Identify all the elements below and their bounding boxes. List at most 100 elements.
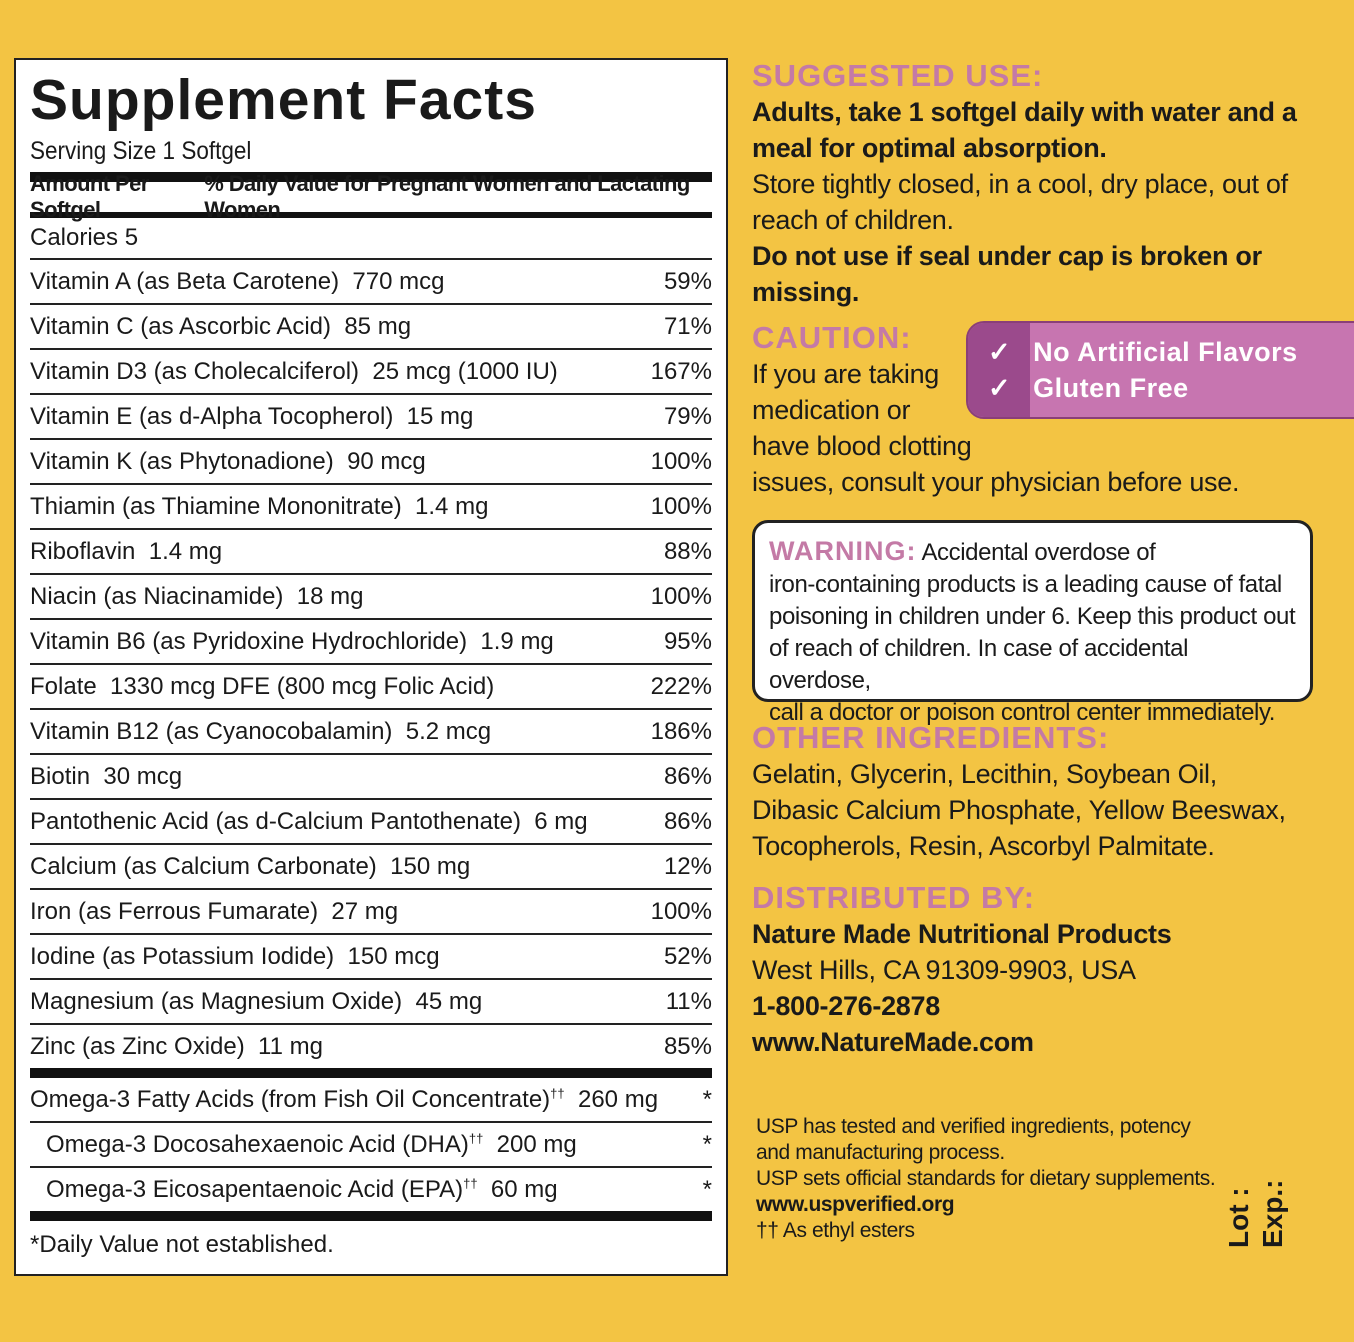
dv-header: % Daily Value for Pregnant Women and Lac… — [204, 171, 690, 222]
text: missing. — [752, 277, 860, 307]
nutrient-name: Omega-3 Eicosapentaenoic Acid (EPA)†† 60… — [30, 1176, 558, 1204]
nutrient-name: Thiamin (as Thiamine Mononitrate) 1.4 mg — [30, 492, 489, 520]
divider — [30, 1211, 712, 1221]
nutrient-name: Omega-3 Fatty Acids (from Fish Oil Conce… — [30, 1086, 658, 1114]
daily-value: 100% — [650, 897, 712, 925]
nutrient-row: Niacin (as Niacinamide) 18 mg 100% — [30, 575, 712, 620]
nutrient-row: Zinc (as Zinc Oxide) 11 mg 85% — [30, 1025, 712, 1070]
badge-stripe — [968, 323, 1030, 417]
daily-value: 100% — [650, 582, 712, 610]
text: call a doctor or poison control center i… — [769, 699, 1276, 726]
text: issues, consult your physician before us… — [752, 467, 1240, 497]
claim: Gluten Free — [1033, 373, 1189, 403]
nutrient-name: Calcium (as Calcium Carbonate) 150 mg — [30, 852, 471, 880]
text: Dibasic Calcium Phosphate, Yellow Beeswa… — [752, 795, 1286, 825]
warning-heading: WARNING: — [769, 536, 917, 566]
daily-value: * — [702, 1085, 712, 1113]
phone: 1-800-276-2878 — [752, 991, 940, 1021]
company: Nature Made Nutritional Products — [752, 919, 1172, 949]
distributed-heading: DISTRIBUTED BY: — [752, 880, 1036, 915]
nutrient-row: Pantothenic Acid (as d-Calcium Pantothen… — [30, 800, 712, 845]
address: West Hills, CA 91309-9903, USA — [752, 955, 1136, 985]
lot-exp: Lot : Exp.: — [1222, 1180, 1290, 1248]
supplement-facts-panel: Supplement Facts Serving Size 1 Softgel … — [14, 58, 728, 1276]
suggested-use: SUGGESTED USE: Adults, take 1 softgel da… — [752, 58, 1297, 310]
name: Omega-3 Eicosapentaenoic Acid (EPA) — [46, 1175, 464, 1203]
nutrient-row: Folate 1330 mcg DFE (800 mcg Folic Acid)… — [30, 665, 712, 710]
nutrient-name: Pantothenic Acid (as d-Calcium Pantothen… — [30, 807, 588, 835]
amount: 60 mg — [490, 1175, 558, 1203]
text: medication or — [752, 395, 911, 425]
usp-notes: USP has tested and verified ingredients,… — [756, 1114, 1216, 1244]
check-icon: ✓ — [988, 373, 1012, 403]
daily-value: 100% — [650, 447, 712, 475]
daily-value: 88% — [663, 537, 712, 565]
daily-value: * — [702, 1130, 712, 1158]
daily-value: 79% — [663, 402, 712, 430]
footnote-mark: †† — [550, 1085, 565, 1101]
nutrient-name: Iodine (as Potassium Iodide) 150 mcg — [30, 942, 440, 970]
name: Omega-3 Docosahexaenoic Acid (DHA) — [46, 1130, 469, 1158]
nutrient-name: Vitamin E (as d-Alpha Tocopherol) 15 mg — [30, 402, 474, 430]
nutrient-name: Vitamin B12 (as Cyanocobalamin) 5.2 mcg — [30, 717, 492, 745]
nutrient-name: Vitamin C (as Ascorbic Acid) 85 mg — [30, 312, 412, 340]
amount-header: Amount Per Softgel — [30, 171, 149, 222]
text: Adults, take 1 softgel daily with water … — [752, 97, 1297, 127]
amount: 260 mg — [577, 1085, 659, 1113]
footnote-mark: †† — [463, 1175, 478, 1191]
calories: Calories 5 — [30, 224, 139, 251]
name: Omega-3 Fatty Acids (from Fish Oil Conce… — [30, 1085, 551, 1113]
nutrient-row: Riboflavin 1.4 mg 88% — [30, 530, 712, 575]
footnote-mark: †† — [468, 1130, 484, 1146]
daily-value: 52% — [663, 942, 712, 970]
text: and manufacturing process. — [756, 1141, 1005, 1164]
nutrient-row: Vitamin B6 (as Pyridoxine Hydrochloride)… — [30, 620, 712, 665]
nutrient-name: Magnesium (as Magnesium Oxide) 45 mg — [30, 987, 483, 1015]
text: meal for optimal absorption. — [752, 133, 1107, 163]
nutrient-name: Omega-3 Docosahexaenoic Acid (DHA)†† 200… — [30, 1131, 577, 1159]
caution-heading: CAUTION: — [752, 320, 912, 355]
text: Accidental overdose of — [921, 539, 1156, 566]
daily-value: 222% — [650, 672, 712, 700]
check-icon: ✓ — [988, 337, 1012, 367]
other-heading: OTHER INGREDIENTS: — [752, 720, 1110, 755]
nutrient-row: Iodine (as Potassium Iodide) 150 mcg 52% — [30, 935, 712, 980]
other-ingredients: OTHER INGREDIENTS: Gelatin, Glycerin, Le… — [752, 720, 1286, 864]
nutrient-row: Vitamin K (as Phytonadione) 90 mcg 100% — [30, 440, 712, 485]
divider — [30, 172, 712, 182]
distributed-by: DISTRIBUTED BY: Nature Made Nutritional … — [752, 880, 1172, 1060]
daily-value: 11% — [665, 987, 712, 1015]
calories-row: Calories 5 — [30, 218, 712, 260]
nutrient-row: Biotin 30 mcg 86% — [30, 755, 712, 800]
daily-value: * — [702, 1175, 712, 1203]
text: have blood clotting — [752, 431, 972, 461]
suggested-heading: SUGGESTED USE: — [752, 58, 1044, 93]
daily-value: 86% — [663, 807, 712, 835]
nutrient-row: Iron (as Ferrous Fumarate) 27 mg 100% — [30, 890, 712, 935]
nutrient-row: Vitamin B12 (as Cyanocobalamin) 5.2 mcg 1… — [30, 710, 712, 755]
nutrient-name: Folate 1330 mcg DFE (800 mcg Folic Acid) — [30, 672, 495, 700]
claim: No Artificial Flavors — [1033, 337, 1298, 367]
footnote: *Daily Value not established. — [30, 1231, 334, 1258]
daily-value: 12% — [663, 852, 712, 880]
daily-value: 85% — [663, 1032, 712, 1060]
nutrient-name: Riboflavin 1.4 mg — [30, 537, 223, 565]
daily-value: 86% — [663, 762, 712, 790]
text: †† As ethyl esters — [756, 1219, 915, 1242]
divider — [30, 1068, 712, 1078]
nutrient-name: Vitamin K (as Phytonadione) 90 mcg — [30, 447, 426, 475]
text: poisoning in children under 6. Keep this… — [769, 603, 1296, 630]
facts-header: Amount Per Softgel % Daily Value for Pre… — [30, 171, 712, 222]
claims-badge: ✓ No Artificial Flavors ✓ Gluten Free — [966, 321, 1354, 419]
website-link[interactable]: www.NatureMade.com — [752, 1027, 1034, 1057]
serving-size: Serving Size 1 Softgel — [30, 137, 252, 165]
text: of reach of children. In case of acciden… — [769, 635, 1189, 694]
daily-value: 100% — [650, 492, 712, 520]
text: iron-containing products is a leading ca… — [769, 571, 1282, 598]
daily-value: 59% — [663, 267, 712, 295]
text: reach of children. — [752, 205, 954, 235]
daily-value: 167% — [650, 357, 712, 385]
nutrient-row: Vitamin D3 (as Cholecalciferol) 25 mcg (… — [30, 350, 712, 395]
usp-link[interactable]: www.uspverified.org — [756, 1193, 955, 1216]
nutrient-row: Magnesium (as Magnesium Oxide) 45 mg 11% — [30, 980, 712, 1025]
